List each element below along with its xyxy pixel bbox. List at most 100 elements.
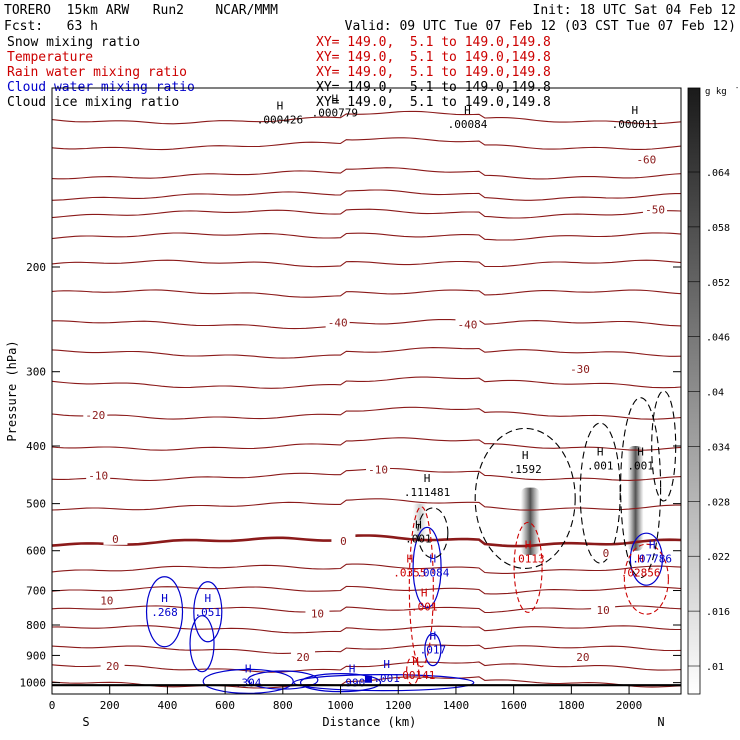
isotherm-label-bg (325, 315, 350, 329)
isotherm-label: -30 (570, 363, 590, 376)
isotherm-label-bg (591, 603, 616, 617)
field-name: Rain water mixing ratio (7, 65, 188, 80)
isotherm-label: -40 (328, 317, 348, 330)
isotherm-label-bg (568, 362, 593, 376)
colorbar-tick-label: .034 (706, 442, 730, 453)
maximum-value: .001 (627, 459, 654, 472)
snow-contour (620, 397, 662, 579)
maximum-value: .0113 (512, 552, 545, 565)
snow-shading-2 (627, 446, 644, 551)
maximum-marker: H (331, 93, 338, 106)
y-axis-label: Pressure (hPa) (5, 340, 19, 441)
maximum-value: .000011 (612, 118, 658, 131)
maximum-marker: H (349, 663, 356, 676)
isotherm-line (51, 376, 682, 389)
plot-frame (51, 87, 682, 695)
isotherm-label-bg (83, 408, 108, 422)
isotherm-line (51, 137, 682, 151)
snow-shading-1 (520, 487, 540, 555)
isotherm-label: -60 (636, 154, 656, 167)
maximum-marker: H (383, 658, 390, 671)
isotherm-label: -10 (368, 463, 388, 476)
x-tick-label: 1800 (558, 699, 585, 712)
isotherm-line (51, 644, 682, 654)
x-tick-label: 1400 (443, 699, 470, 712)
maximum-marker: H (406, 553, 413, 566)
isotherm-label: 0 (603, 547, 610, 560)
isotherm-line (51, 406, 682, 420)
isotherm-label: 20 (576, 651, 589, 664)
isotherm-line (51, 661, 682, 673)
colorbar-tick-label: .028 (706, 497, 730, 508)
field-name: Temperature (7, 50, 94, 65)
rain-contour (513, 521, 543, 613)
isotherm-label: -10 (88, 469, 108, 482)
maximum-value: .000779 (312, 107, 358, 120)
x-tick-label: 1200 (385, 699, 412, 712)
header-right-1: Init: 18 UTC Sat 04 Feb 12 (532, 3, 737, 18)
snow-contour (651, 390, 677, 502)
isotherm-label: 20 (106, 660, 119, 673)
maximum-value: .304 (235, 677, 262, 690)
colorbar-tick-label: .046 (706, 333, 730, 344)
isotherm-line (51, 534, 682, 548)
y-tick-label: 200 (26, 261, 46, 274)
maximum-value: .000426 (257, 114, 303, 127)
isotherm-line (51, 208, 682, 219)
colorbar-tick-label: .016 (706, 607, 730, 618)
x-axis-label: Distance (km) (322, 715, 416, 729)
isotherm-label-bg (570, 650, 595, 664)
maximum-marker: H (637, 553, 644, 566)
snow-contour (474, 427, 576, 569)
colorbar-tick-label: .058 (706, 223, 730, 234)
x-tick-label: 1000 (327, 699, 354, 712)
colorbar-unit: g kg (705, 87, 727, 97)
maximum-marker: H (637, 445, 644, 458)
isotherm-label-bg (94, 593, 119, 607)
cloud-water-contour (193, 581, 223, 643)
maximum-value: .051 (195, 606, 222, 619)
maximum-marker: H (430, 553, 437, 566)
colorbar-tick-label: .064 (706, 168, 730, 179)
snow-contour (417, 507, 449, 559)
maximum-marker: H (632, 104, 639, 117)
cloud-water-contour (629, 532, 663, 586)
rain-contour (408, 506, 434, 668)
maximum-value: .00141 (396, 669, 436, 682)
maximum-marker: H (649, 538, 656, 551)
cloud-water-contour (293, 674, 475, 692)
x-tick-label: 1600 (500, 699, 527, 712)
header-left-1: TORERO 15km ARW Run2 NCAR/MMM (4, 3, 278, 18)
header-right-2: Valid: 09 UTC Tue 07 Feb 12 (03 CST Tue … (344, 19, 736, 34)
maximum-marker: H (430, 630, 437, 643)
isotherm-label-bg (305, 606, 330, 620)
isotherm-line (51, 110, 682, 125)
maximum-value: .001 (405, 532, 432, 545)
maximum-marker: H (161, 592, 168, 605)
maximum-value: .990 (339, 677, 366, 690)
header-left-2: Fcst: 63 h (4, 19, 98, 34)
isotherm-label-bg (86, 468, 111, 482)
x-tick-label: 800 (273, 699, 293, 712)
maximum-value: .268 (151, 606, 178, 619)
field-xy: XY= 149.0, 5.1 to 149.0,149.8 (316, 65, 551, 80)
isotherm-line (51, 585, 682, 595)
end-label-north: N (657, 715, 664, 729)
x-tick-label: 0 (49, 699, 56, 712)
isotherm-label-bg (331, 534, 356, 548)
cloud-water-marker (364, 675, 372, 683)
isotherm-label: 10 (100, 595, 113, 608)
y-tick-label: 800 (26, 619, 46, 632)
isotherm-line (51, 605, 682, 614)
y-tick-label: 700 (26, 585, 46, 598)
isotherm-line (51, 563, 682, 574)
isotherm-line (51, 437, 682, 451)
isotherm-label: 10 (596, 604, 609, 617)
isotherm-label-bg (103, 531, 128, 545)
maximum-value: .1592 (509, 463, 542, 476)
cloud-water-contour (424, 633, 442, 667)
isotherm-line (52, 318, 682, 330)
field-name: Snow mixing ratio (7, 35, 141, 50)
isotherm-label: -20 (85, 409, 105, 422)
